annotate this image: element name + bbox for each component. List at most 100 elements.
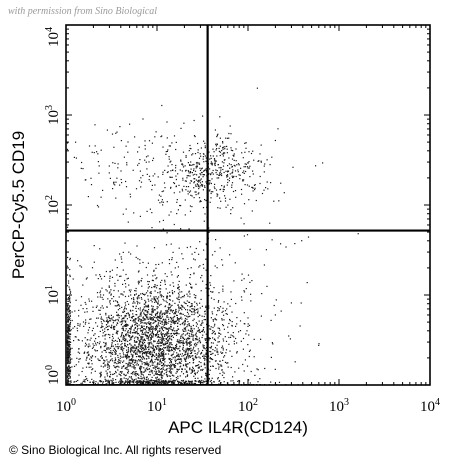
data-point (307, 236, 310, 238)
data-point (134, 327, 136, 329)
data-point (164, 187, 166, 189)
data-point (86, 357, 88, 359)
data-point (241, 299, 243, 301)
data-point (271, 239, 273, 241)
data-point (213, 163, 216, 165)
data-point (216, 348, 218, 350)
data-point (94, 356, 97, 358)
data-point (155, 296, 157, 298)
data-point (131, 358, 133, 360)
data-point (93, 344, 95, 347)
data-point (185, 342, 187, 344)
data-point (140, 344, 142, 346)
data-point (84, 351, 86, 353)
data-point (146, 352, 149, 354)
data-point (139, 215, 141, 217)
data-point (245, 288, 247, 290)
data-point (85, 359, 87, 361)
data-point (161, 371, 163, 373)
data-point (127, 378, 129, 380)
data-point (131, 360, 134, 362)
data-point (249, 349, 251, 351)
data-point (187, 363, 189, 365)
data-point (186, 371, 188, 373)
data-point (189, 282, 191, 284)
data-point (178, 320, 180, 322)
data-point (69, 336, 71, 338)
data-point (171, 274, 173, 276)
data-point (174, 302, 176, 304)
data-point (174, 346, 177, 349)
data-point (195, 357, 197, 359)
data-point (103, 275, 106, 277)
data-point (156, 345, 158, 347)
data-point (236, 323, 238, 325)
data-point (180, 337, 182, 339)
data-point (178, 299, 180, 301)
data-point (142, 339, 144, 341)
data-point (174, 348, 176, 350)
data-point (195, 185, 197, 187)
data-point (66, 316, 69, 318)
data-point (192, 348, 194, 350)
data-point (108, 367, 110, 369)
data-point (85, 342, 87, 344)
data-point (200, 353, 202, 355)
data-point (253, 338, 255, 340)
data-point (190, 148, 192, 150)
data-point (214, 161, 216, 163)
data-point (183, 324, 185, 326)
data-point (168, 304, 170, 306)
data-point (185, 376, 187, 378)
data-point (132, 309, 134, 312)
data-point (135, 348, 138, 350)
data-point (209, 180, 211, 182)
data-point (148, 352, 150, 354)
data-point (162, 381, 164, 383)
data-point (81, 382, 84, 384)
data-point (229, 350, 231, 352)
data-point (79, 323, 81, 325)
data-point (69, 325, 71, 327)
data-point (144, 362, 146, 364)
data-point (130, 338, 132, 340)
data-point (114, 339, 117, 342)
data-point (173, 375, 175, 377)
data-point (123, 354, 125, 356)
data-point (150, 291, 152, 293)
data-point (115, 367, 117, 369)
data-point (216, 143, 218, 146)
data-point (148, 329, 150, 331)
data-point (218, 366, 220, 368)
data-point (140, 329, 142, 331)
data-point (231, 186, 233, 188)
data-point (164, 312, 166, 314)
data-point (248, 355, 250, 358)
data-point (128, 335, 130, 337)
data-point (190, 303, 193, 305)
data-point (238, 380, 240, 382)
data-point (114, 344, 117, 346)
data-point (177, 275, 179, 277)
data-point (248, 350, 251, 352)
data-point (74, 326, 76, 328)
data-point (171, 358, 173, 361)
data-point (208, 183, 210, 185)
data-point (112, 319, 114, 321)
data-point (155, 131, 157, 133)
data-point (178, 382, 180, 384)
data-point (168, 263, 171, 265)
data-point (113, 362, 115, 364)
data-point (80, 382, 82, 384)
data-point (70, 329, 72, 331)
data-point (104, 338, 106, 340)
data-point (194, 301, 196, 303)
data-point (191, 383, 193, 385)
data-point (128, 376, 130, 378)
data-point (118, 381, 120, 383)
data-point (125, 378, 127, 380)
data-point (181, 190, 184, 192)
data-point (91, 347, 94, 349)
data-point (185, 189, 187, 191)
data-point (173, 316, 175, 318)
